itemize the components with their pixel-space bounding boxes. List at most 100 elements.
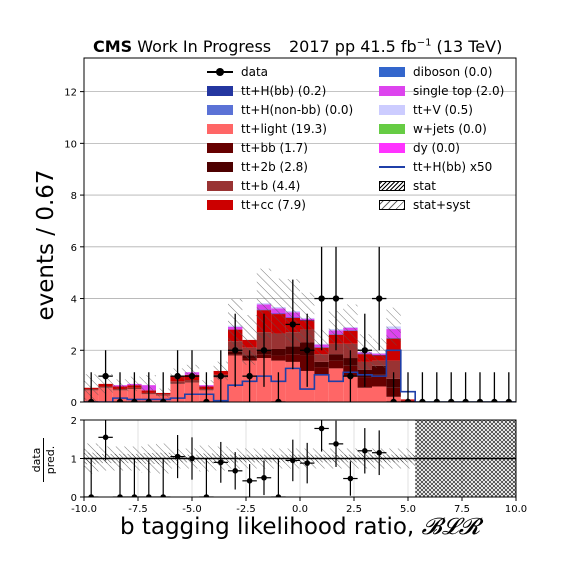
- ratio-xtick-label: -7.5: [128, 504, 148, 515]
- stack-bar: [314, 367, 329, 375]
- main-ytick-label: 8: [71, 191, 77, 202]
- data-point: [376, 295, 383, 302]
- data-point: [491, 398, 498, 402]
- legend-label: stat: [413, 179, 437, 193]
- legend-swatch: [207, 124, 233, 134]
- legend-item-ttbb: tt+bb (1.7): [207, 140, 308, 156]
- legend-item-wjets: w+jets (0.0): [379, 121, 487, 137]
- data-point: [116, 398, 124, 402]
- data-point: [232, 347, 239, 354]
- ratio-point: [203, 494, 210, 497]
- subtitle-label: Work In Progress: [137, 37, 272, 56]
- legend-label: dy (0.0): [413, 141, 460, 155]
- data-point: [433, 398, 440, 402]
- ratio-xtick-label: 2.5: [346, 504, 362, 515]
- stack-bar: [271, 348, 286, 356]
- data-point: [361, 347, 368, 354]
- ratio-point: [217, 459, 224, 466]
- legend-item-stat: stat: [379, 178, 436, 194]
- legend-swatch: [379, 86, 405, 96]
- data-point: [318, 295, 325, 302]
- stack-bar: [328, 354, 344, 361]
- main-ytick-label: 12: [64, 88, 77, 99]
- ratio-point: [347, 475, 354, 482]
- legend-label: tt+H(bb) x50: [413, 160, 493, 174]
- main-y-ticks: 0 2 4 6 8 10 12: [64, 88, 84, 409]
- legend-item-singletop: single top (2.0): [379, 83, 504, 99]
- legend-swatch: [207, 86, 233, 96]
- data-point: [260, 347, 268, 354]
- ratio-xtick-label: 0.0: [292, 504, 308, 515]
- legend-swatch: [379, 162, 405, 172]
- band-bin: [371, 338, 387, 368]
- data-point: [102, 372, 109, 380]
- data-point: [275, 398, 282, 402]
- ratio-label-denominator: pred.: [44, 445, 57, 475]
- y-axis-label: events / 0.67: [33, 169, 59, 321]
- ratio-point: [174, 453, 181, 460]
- band-bin: [386, 307, 401, 346]
- ratio-y-axis-label: data pred.: [30, 438, 66, 482]
- ratio-point: [275, 494, 282, 497]
- legend-swatch: [379, 67, 405, 77]
- ratio-y-ticks: 0 1 2: [71, 416, 84, 504]
- legend-swatch: [207, 200, 233, 210]
- main-ytick-label: 10: [64, 139, 77, 150]
- cms-label: CMS: [93, 37, 133, 56]
- legend-label: tt+H(bb) (0.2): [241, 84, 327, 98]
- data-point: [246, 372, 253, 380]
- stack-bar: [271, 333, 286, 349]
- legend-swatch: [379, 181, 405, 191]
- ratio-point: [88, 494, 94, 497]
- data-point: [188, 372, 196, 380]
- stack-bar: [271, 355, 286, 361]
- legend-swatch: [207, 181, 233, 191]
- ratio-point: [189, 455, 195, 462]
- stack-bar: [314, 374, 329, 402]
- legend-label: tt+cc (7.9): [241, 198, 306, 212]
- legend-label: diboson (0.0): [413, 65, 493, 79]
- legend-item-ttV: tt+V (0.5): [379, 102, 473, 118]
- stack-bar: [386, 360, 401, 379]
- ratio-plot-panel: 0 1 2 -10.0 -7.5 -5.0 -2.5 0.0 2.5 5.0 7.5 10.0: [71, 416, 528, 515]
- ratio-xtick-label: -2.5: [236, 504, 256, 515]
- data-point: [289, 321, 297, 328]
- ratio-xtick-label: 7.5: [454, 504, 470, 515]
- ratio-point: [246, 478, 253, 484]
- data-point: [160, 398, 167, 402]
- legend-swatch: [207, 105, 233, 115]
- ratio-point: [362, 448, 368, 454]
- band-bin: [256, 268, 272, 338]
- legend-label: data: [241, 65, 269, 79]
- legend-label: tt+2b (2.8): [241, 160, 308, 174]
- legend-swatch: [379, 200, 405, 210]
- ratio-xtick-label: -5.0: [182, 504, 202, 515]
- legend-item-ttHbb: tt+H(bb) (0.2): [207, 83, 326, 99]
- main-ytick-label: 2: [71, 346, 77, 357]
- data-point: [404, 398, 412, 402]
- data-point: [505, 398, 513, 402]
- ratio-point: [261, 474, 267, 481]
- ratio-point: [376, 449, 383, 456]
- legend-item-data: data: [207, 64, 268, 80]
- data-point: [217, 372, 224, 380]
- stack-bar: [328, 368, 344, 402]
- legend-label: single top (2.0): [413, 84, 505, 98]
- legend-swatch: [379, 105, 405, 115]
- ratio-point: [290, 457, 296, 464]
- legend-label: tt+V (0.5): [413, 103, 473, 117]
- ratio-point: [304, 460, 310, 466]
- band-bin: [242, 315, 257, 365]
- data-point: [332, 295, 340, 302]
- legend-swatch: [207, 67, 233, 77]
- legend-item-ttHnonbb: tt+H(non-bb) (0.0): [207, 102, 353, 118]
- data-point: [347, 372, 354, 380]
- lumi-text: 2017 pp 41.5 fb: [289, 37, 417, 56]
- ratio-ytick-label: 1: [71, 455, 77, 466]
- band-bin: [343, 304, 358, 350]
- legend-item-dy: dy (0.0): [379, 140, 460, 156]
- energy-text: (13 TeV): [431, 37, 503, 56]
- legend-label: tt+bb (1.7): [241, 141, 308, 155]
- legend: data tt+H(bb) (0.2) tt+H(non-bb) (0.0) tt+l…: [207, 64, 527, 224]
- legend-label: tt+light (19.3): [241, 122, 327, 136]
